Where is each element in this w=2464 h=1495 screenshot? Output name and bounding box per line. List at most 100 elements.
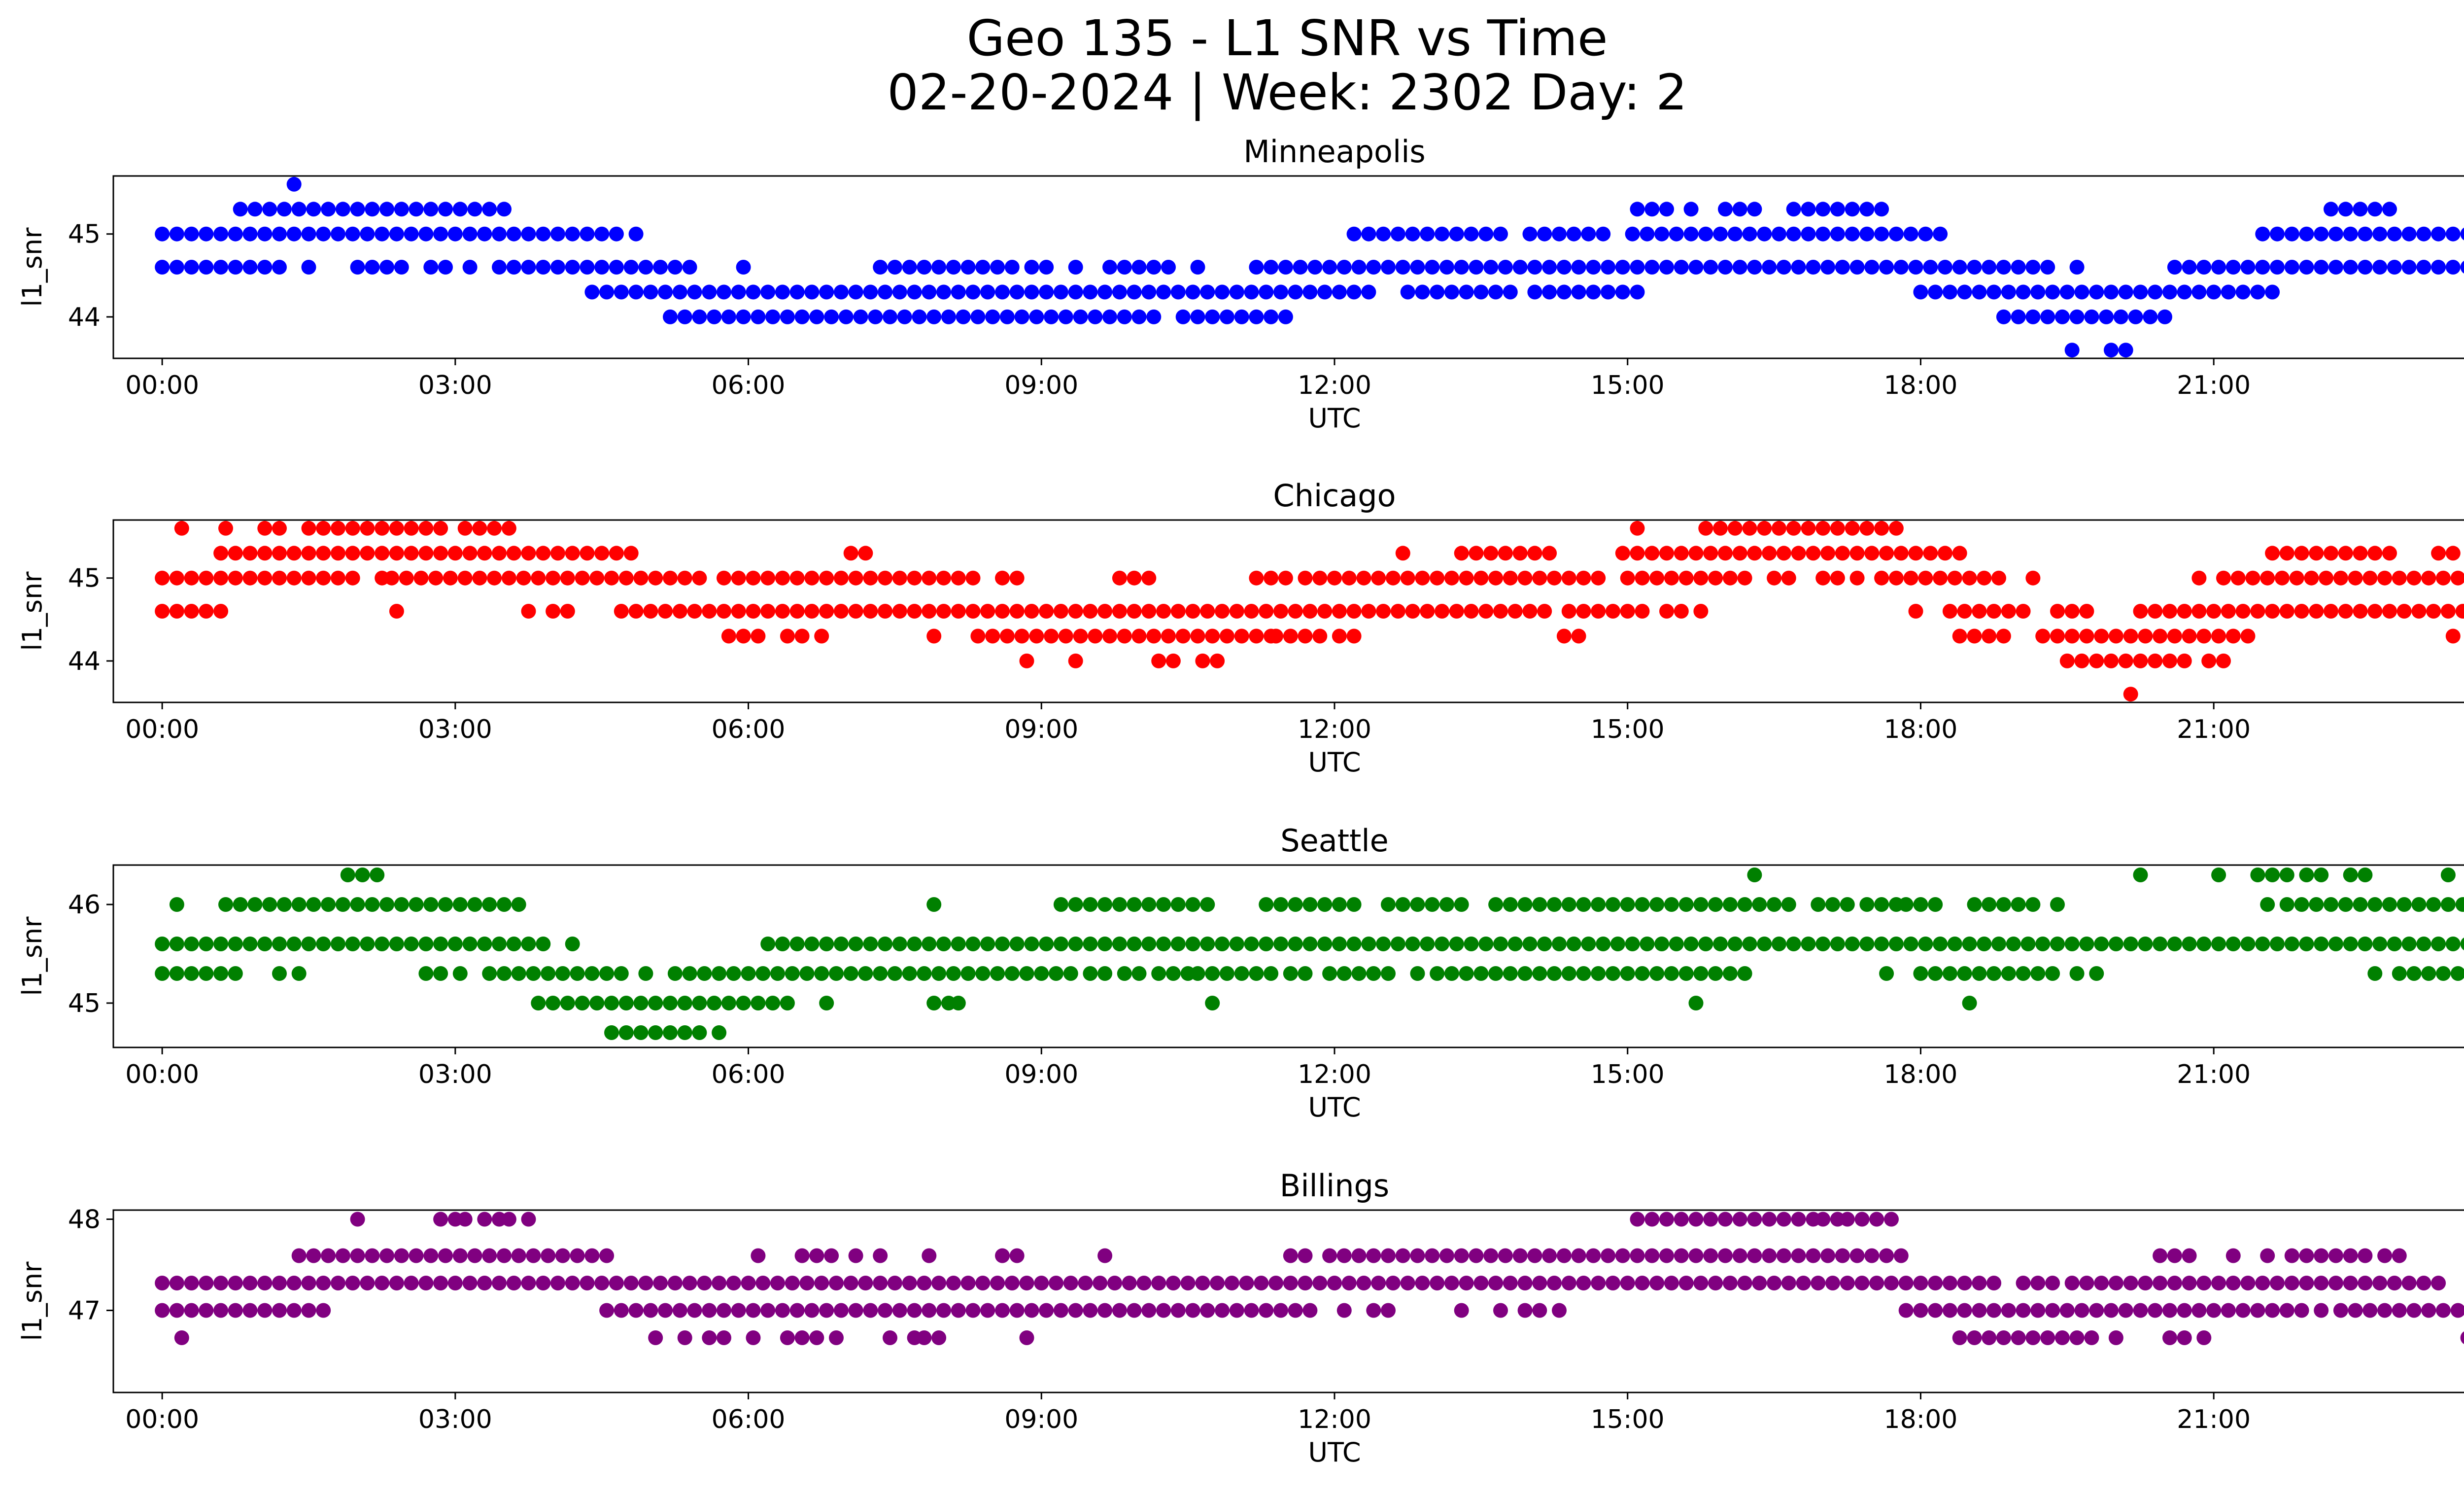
data-point — [721, 309, 736, 324]
data-point — [242, 570, 258, 586]
data-point — [228, 1303, 243, 1318]
data-point — [213, 546, 229, 561]
data-point — [1972, 1276, 1987, 1290]
data-point — [2460, 938, 2464, 950]
data-point — [1288, 897, 1303, 912]
data-point — [755, 1276, 771, 1290]
data-point — [1517, 1303, 1533, 1318]
data-point — [1141, 1303, 1157, 1318]
data-point — [506, 260, 521, 275]
data-point — [506, 1276, 521, 1290]
data-point — [1996, 628, 2011, 644]
data-point — [384, 570, 399, 586]
data-point — [345, 546, 360, 561]
data-point — [1601, 260, 1616, 275]
data-point — [2382, 897, 2397, 912]
data-point — [1654, 937, 1670, 951]
data-point — [1131, 309, 1147, 324]
data-point — [1234, 628, 1249, 644]
data-point — [672, 604, 687, 619]
data-point — [1547, 897, 1562, 912]
data-point — [2089, 284, 2104, 300]
data-point — [809, 1248, 824, 1263]
data-point — [2089, 966, 2104, 981]
data-point — [1610, 937, 1625, 951]
data-point — [1078, 1276, 1093, 1290]
data-point — [2133, 284, 2148, 300]
data-point — [936, 937, 951, 951]
data-point — [218, 897, 233, 912]
data-point — [272, 1276, 287, 1290]
data-point — [472, 570, 487, 586]
data-point — [1615, 284, 1630, 300]
data-point — [1772, 937, 1786, 951]
data-point — [2206, 604, 2222, 619]
data-point — [1039, 260, 1054, 275]
data-point — [2284, 226, 2299, 242]
data-point — [853, 309, 868, 324]
data-point — [858, 546, 873, 561]
data-point — [980, 937, 995, 951]
data-point — [604, 996, 619, 1010]
data-point — [1722, 570, 1738, 586]
data-point — [242, 260, 258, 275]
data-point — [257, 521, 273, 536]
data-point — [1757, 521, 1772, 536]
data-point — [912, 309, 927, 324]
data-point — [1849, 546, 1865, 561]
data-point — [931, 1330, 947, 1345]
data-point — [1469, 260, 1484, 275]
data-point — [257, 937, 273, 951]
data-point — [2235, 1303, 2251, 1318]
data-point — [2372, 1276, 2388, 1290]
data-point — [2343, 1276, 2358, 1290]
data-point — [2069, 309, 2085, 324]
data-point — [1708, 570, 1723, 586]
data-point — [1517, 1276, 1533, 1290]
data-point — [2225, 1248, 2241, 1263]
data-point — [746, 1303, 761, 1318]
data-point — [1576, 570, 1591, 586]
data-point — [575, 570, 590, 586]
data-point — [1381, 1248, 1396, 1263]
data-point — [1004, 1276, 1020, 1290]
data-point — [1722, 1276, 1738, 1290]
data-point — [560, 604, 575, 619]
data-point — [892, 604, 907, 619]
data-point — [1464, 226, 1479, 242]
data-point — [2118, 284, 2133, 300]
data-point — [819, 570, 834, 586]
axes-frame — [112, 864, 2464, 1048]
data-point — [531, 570, 546, 586]
data-point — [1004, 966, 1020, 981]
data-point — [389, 937, 404, 951]
data-point — [1957, 284, 1972, 300]
data-point — [667, 966, 683, 981]
data-point — [316, 1276, 331, 1290]
data-point — [2387, 260, 2402, 275]
data-point — [990, 1276, 1005, 1290]
data-point — [2059, 1303, 2075, 1318]
x-tick-label: 09:00 — [1004, 371, 1078, 400]
data-point — [736, 628, 751, 644]
data-point — [247, 202, 263, 217]
x-axis-label: UTC — [1308, 403, 1361, 434]
data-point — [1674, 1212, 1689, 1227]
data-point — [1088, 628, 1103, 644]
data-point — [917, 1276, 932, 1290]
data-point — [2177, 604, 2192, 619]
data-point — [2069, 260, 2085, 275]
data-point — [306, 897, 321, 912]
data-point — [1952, 628, 1967, 644]
data-point — [2348, 570, 2363, 586]
data-point — [1527, 1248, 1542, 1263]
data-point — [628, 284, 644, 300]
data-point — [423, 260, 439, 275]
data-point — [2054, 1330, 2070, 1345]
data-point — [1747, 546, 1762, 561]
data-point — [609, 1276, 624, 1290]
data-point — [990, 260, 1005, 275]
data-point — [1986, 284, 2002, 300]
data-point — [1351, 1248, 1367, 1263]
data-point — [1332, 284, 1347, 300]
